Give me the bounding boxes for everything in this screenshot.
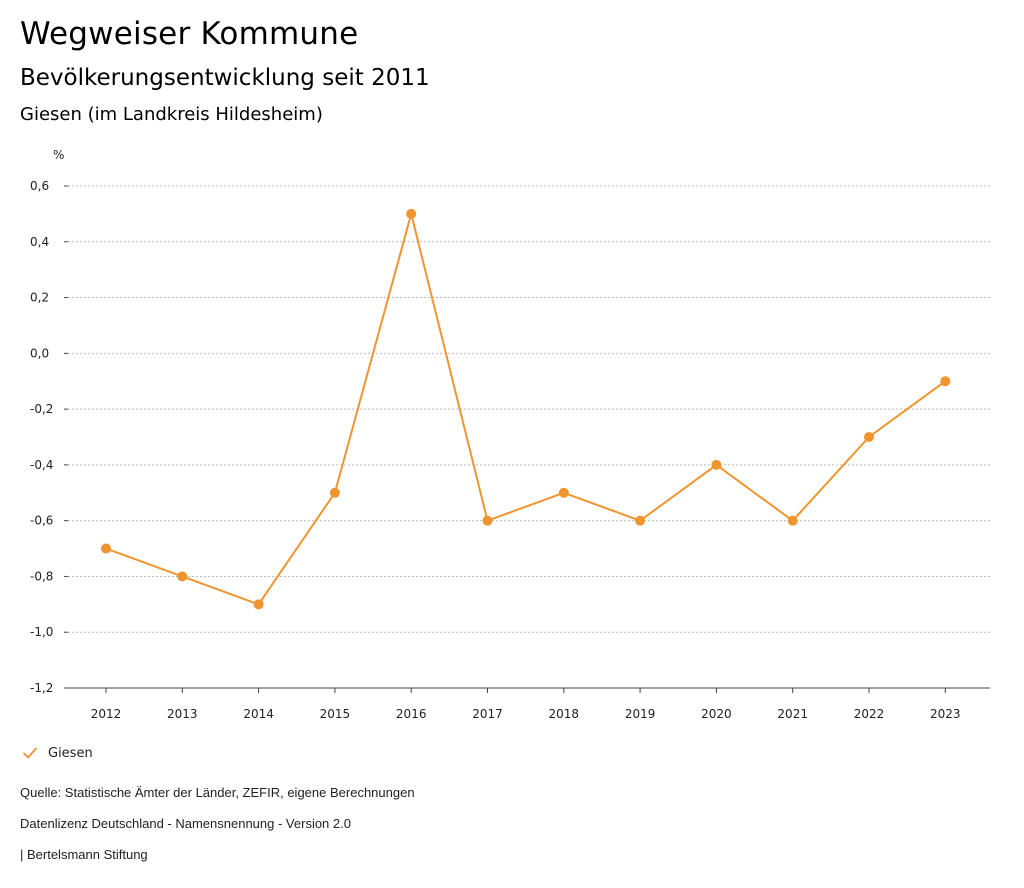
grid-layer <box>68 185 990 689</box>
x-tick-label: 2013 <box>167 707 198 721</box>
x-tick-label: 2014 <box>243 707 274 721</box>
page-title: Wegweiser Kommune <box>20 16 359 52</box>
source-note: Quelle: Statistische Ämter der Länder, Z… <box>20 785 415 800</box>
y-tick-label: -1,2 <box>30 681 53 695</box>
x-tick-label: 2015 <box>320 707 351 721</box>
data-point[interactable] <box>177 571 188 582</box>
region-label: Giesen (im Landkreis Hildesheim) <box>20 104 323 125</box>
x-tick-label: 2018 <box>549 707 580 721</box>
x-tick-label: 2022 <box>854 707 885 721</box>
x-tick-label: 2019 <box>625 707 656 721</box>
y-tick-label: 0,2 <box>30 291 49 305</box>
data-point[interactable] <box>864 432 874 442</box>
data-point[interactable] <box>101 543 111 554</box>
line-chart: % 0,6 0,4 0,2 0,0 -0,2 -0,4 -0,6 -0,8 -1,0 -1,2 201… <box>30 148 990 721</box>
axis-layer: % 0,6 0,4 0,2 0,0 -0,2 -0,4 -0,6 -0,8 -1,0 -1,2 201… <box>30 148 990 721</box>
data-point[interactable] <box>635 515 646 526</box>
legend-label: Giesen <box>48 745 93 761</box>
y-tick-label: -0,6 <box>30 514 53 528</box>
y-tick-label: -0,2 <box>30 402 53 416</box>
data-point[interactable] <box>940 376 951 387</box>
series-line <box>105 212 946 606</box>
publisher-note: | Bertelsmann Stiftung <box>20 847 148 862</box>
series-layer <box>101 208 951 610</box>
y-tick-label: 0,0 <box>30 346 49 360</box>
x-tick-label: 2016 <box>396 707 427 721</box>
legend[interactable]: Giesen <box>22 745 93 761</box>
data-point[interactable] <box>482 515 493 526</box>
data-point[interactable] <box>787 515 798 526</box>
x-tick-label: 2020 <box>701 707 732 721</box>
data-point[interactable] <box>558 487 569 498</box>
y-tick-label: -0,8 <box>30 569 53 583</box>
data-point[interactable] <box>406 208 417 219</box>
chart-subtitle: Bevölkerungsentwicklung seit 2011 <box>20 65 430 91</box>
x-tick-label: 2012 <box>91 707 122 721</box>
data-point[interactable] <box>329 487 340 498</box>
license-note: Datenlizenz Deutschland - Namensnennung … <box>20 816 351 831</box>
x-tick-label: 2017 <box>472 707 503 721</box>
x-tick-label: 2021 <box>777 707 808 721</box>
x-tick-label: 2023 <box>930 707 961 721</box>
data-point[interactable] <box>711 459 722 470</box>
data-point[interactable] <box>253 599 264 610</box>
y-tick-label: -0,4 <box>30 458 53 472</box>
legend-check-icon <box>23 747 37 759</box>
y-tick-label: -1,0 <box>30 625 53 639</box>
y-axis-unit: % <box>53 148 64 162</box>
y-tick-label: 0,4 <box>30 235 49 249</box>
y-tick-label: 0,6 <box>30 179 49 193</box>
